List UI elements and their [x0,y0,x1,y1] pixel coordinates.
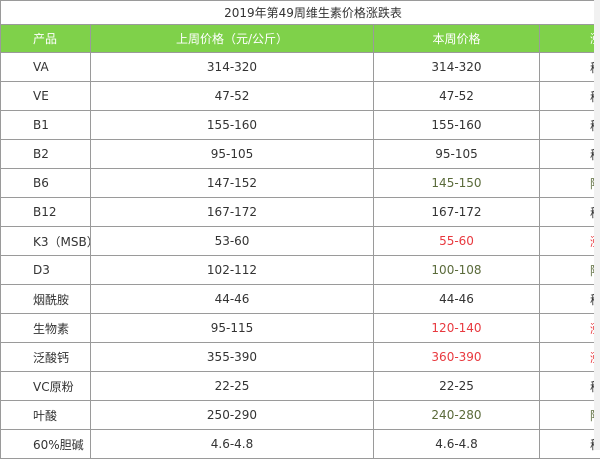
cell-change: 稳 [540,53,600,82]
cell-last-week-price: 147-152 [91,169,374,198]
cell-product: B6 [1,169,91,198]
cell-last-week-price: 167-172 [91,198,374,227]
cell-this-week-price: 95-105 [374,140,540,169]
cell-this-week-price: 4.6-4.8 [374,430,540,459]
cell-change: 稳 [540,140,600,169]
cell-this-week-price: 22-25 [374,372,540,401]
cell-change: 稳 [540,372,600,401]
cell-last-week-price: 314-320 [91,53,374,82]
cell-product: VE [1,82,91,111]
header-change: 涨跌 [540,25,600,53]
cell-product: VA [1,53,91,82]
cell-product: 60%胆碱 [1,430,91,459]
cell-last-week-price: 155-160 [91,111,374,140]
cell-change: 稳 [540,285,600,314]
cell-product: 生物素 [1,314,91,343]
cell-change: 降 [540,169,600,198]
cell-product: B2 [1,140,91,169]
cell-product: 叶酸 [1,401,91,430]
cell-product: VC原粉 [1,372,91,401]
table-row: 60%胆碱4.6-4.84.6-4.8稳 [1,430,600,459]
cell-change: 涨 [540,343,600,372]
cell-product: D3 [1,256,91,285]
header-this-week-price: 本周价格 [374,25,540,53]
cell-last-week-price: 355-390 [91,343,374,372]
cell-change: 涨 [540,227,600,256]
cell-last-week-price: 95-105 [91,140,374,169]
header-last-week-price: 上周价格（元/公斤） [91,25,374,53]
cell-this-week-price: 47-52 [374,82,540,111]
page-edge [594,0,600,450]
cell-this-week-price: 155-160 [374,111,540,140]
cell-last-week-price: 250-290 [91,401,374,430]
cell-this-week-price: 240-280 [374,401,540,430]
cell-change: 稳 [540,82,600,111]
cell-this-week-price: 360-390 [374,343,540,372]
cell-last-week-price: 22-25 [91,372,374,401]
cell-change: 稳 [540,111,600,140]
cell-product: B1 [1,111,91,140]
cell-last-week-price: 44-46 [91,285,374,314]
table-title: 2019年第49周维生素价格涨跌表 [1,1,600,25]
cell-this-week-price: 167-172 [374,198,540,227]
cell-this-week-price: 145-150 [374,169,540,198]
cell-product: K3（MSB） [1,227,91,256]
cell-product: B12 [1,198,91,227]
cell-last-week-price: 95-115 [91,314,374,343]
cell-last-week-price: 102-112 [91,256,374,285]
title-row: 2019年第49周维生素价格涨跌表 [1,1,600,25]
cell-this-week-price: 100-108 [374,256,540,285]
cell-product: 烟酰胺 [1,285,91,314]
cell-product: 泛酸钙 [1,343,91,372]
cell-change: 降2 [540,256,600,285]
header-product: 产品 [1,25,91,53]
cell-change: 稳 [540,430,600,459]
cell-this-week-price: 55-60 [374,227,540,256]
header-row: 产品 上周价格（元/公斤） 本周价格 涨跌 [1,25,600,53]
cell-last-week-price: 4.6-4.8 [91,430,374,459]
cell-change: 稳 [540,198,600,227]
cell-last-week-price: 47-52 [91,82,374,111]
cell-change: 降 [540,401,600,430]
cell-change: 涨15 [540,314,600,343]
cell-this-week-price: 44-46 [374,285,540,314]
cell-this-week-price: 314-320 [374,53,540,82]
cell-last-week-price: 53-60 [91,227,374,256]
cell-this-week-price: 120-140 [374,314,540,343]
